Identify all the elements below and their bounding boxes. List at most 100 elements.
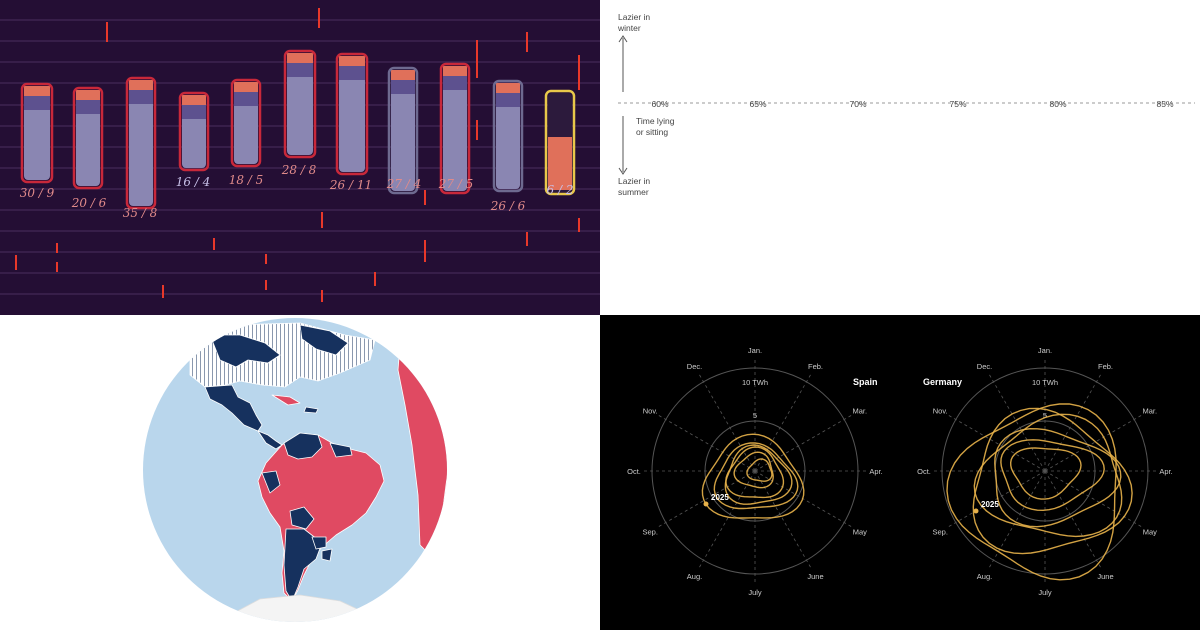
bar-band (76, 100, 100, 114)
bar-label: 28 / 8 (281, 163, 317, 177)
bar-fill (391, 70, 415, 191)
paraguay (311, 536, 327, 550)
bar-label: 20 / 6 (71, 196, 107, 210)
month-label: May (1143, 528, 1157, 537)
marker-label: 2025 (981, 500, 999, 509)
marker-dot (703, 501, 709, 507)
bar-band (129, 90, 153, 104)
month-label: July (1038, 588, 1052, 597)
month-label: Mar. (1142, 407, 1157, 416)
bar-top (24, 86, 50, 96)
month-label: Jan. (748, 346, 762, 355)
bar-4 (178, 91, 210, 172)
bar-chart-panel: 30 / 9 20 / 6 35 / 8 16 / 4 18 / 5 28 / 8 26 /… (0, 0, 600, 315)
series-loop (701, 433, 805, 519)
bolivia (289, 506, 315, 530)
canada-north (299, 324, 349, 356)
month-spoke (658, 470, 756, 527)
bar-frame (335, 52, 369, 176)
month-label: Aug. (977, 572, 992, 581)
bar-label: 35 / 8 (123, 206, 158, 220)
globe-panel (0, 315, 600, 630)
y-bottom-label-line1: Lazier in (618, 176, 650, 186)
bar-top (391, 70, 415, 80)
month-label: June (1097, 572, 1113, 581)
ring-label-outer: 10 TWh (1032, 378, 1058, 387)
bar-frame (230, 78, 262, 168)
bar-frame (544, 89, 576, 196)
bar-label: 26 / 6 (490, 199, 526, 213)
bar-fill (443, 66, 467, 191)
ecuador (261, 470, 281, 494)
y-mid-label-line1: Time lying (636, 116, 675, 126)
bar-top (548, 137, 572, 190)
bar-label: 16 / 4 (176, 175, 211, 189)
month-label: Apr. (869, 467, 882, 476)
canada-east (209, 334, 281, 368)
bar-fill (496, 83, 520, 189)
bar-band (339, 66, 365, 80)
hispaniola (303, 406, 319, 414)
bar-frame (492, 79, 524, 193)
cat-chart-panel: Lazier in winter Time lying or sitting L… (600, 0, 1200, 315)
series-loop (1000, 439, 1105, 512)
month-label: Nov. (643, 407, 658, 416)
month-label: Nov. (933, 407, 948, 416)
bar-top (339, 56, 365, 66)
radial-panel: Jan. Feb. Mar. Apr. May June July Aug. Sep. Oct. N… (600, 315, 1200, 630)
bar-label: 18 / 5 (229, 173, 264, 187)
month-spoke (1044, 470, 1142, 527)
y-top-label-line1: Lazier in (618, 12, 650, 22)
bar-label: 30 / 9 (20, 186, 55, 200)
cat-chart-svg: Lazier in winter Time lying or sitting L… (617, 12, 1195, 197)
ring-label-outer: 10 TWh (742, 378, 768, 387)
month-label: Sep. (932, 528, 947, 537)
uruguay (321, 548, 333, 562)
month-spoke (699, 374, 756, 472)
bar-1 (20, 82, 54, 184)
bar-band (24, 96, 50, 110)
guianas (329, 442, 353, 458)
argentina (283, 528, 323, 602)
bar-fill (339, 56, 365, 172)
radial-svg: Jan. Feb. Mar. Apr. May June July Aug. Sep. Oct. N… (627, 346, 1173, 597)
cuba (271, 394, 301, 406)
series-loop (1009, 447, 1082, 500)
bar-label: 6 / 2 (547, 183, 574, 197)
ring-label-mid: 5 (753, 411, 757, 420)
bar-chart-svg: 30 / 9 20 / 6 35 / 8 16 / 4 18 / 5 28 / 8 26 /… (0, 8, 600, 302)
bar-label: 27 / 4 (386, 177, 422, 191)
bar-top (496, 83, 520, 93)
series-loop (725, 446, 785, 499)
bar-7 (335, 52, 369, 176)
month-label: Aug. (687, 572, 702, 581)
month-label: Jan. (1038, 346, 1052, 355)
bar-10 (492, 79, 524, 193)
month-spoke (1044, 470, 1101, 568)
bar-band (182, 105, 206, 119)
bar-frame (439, 62, 471, 195)
bar-label: 27 / 5 (438, 177, 474, 191)
bar-band (443, 76, 467, 90)
bar-6 (283, 49, 317, 159)
bar-8 (387, 66, 419, 195)
month-spoke (699, 470, 756, 568)
bar-frame (125, 76, 157, 210)
bar-top (443, 66, 467, 76)
series-loop (972, 407, 1133, 555)
month-label: Oct. (627, 467, 641, 476)
bar-11 (544, 89, 576, 196)
bar-top (182, 95, 206, 105)
month-spoke (948, 415, 1046, 472)
bar-top (129, 80, 153, 90)
bar-fill (129, 80, 153, 206)
bar-frame (387, 66, 419, 195)
month-spoke (658, 415, 756, 472)
month-label: Oct. (917, 467, 931, 476)
month-label: Apr. (1159, 467, 1172, 476)
month-spoke (754, 415, 852, 472)
bar-band (496, 93, 520, 107)
bar-5 (230, 78, 262, 168)
mexico (204, 384, 263, 432)
radial-chart-germany: Jan. Feb. Mar. Apr. May June July Aug. Sep. Oct. N… (917, 346, 1173, 597)
